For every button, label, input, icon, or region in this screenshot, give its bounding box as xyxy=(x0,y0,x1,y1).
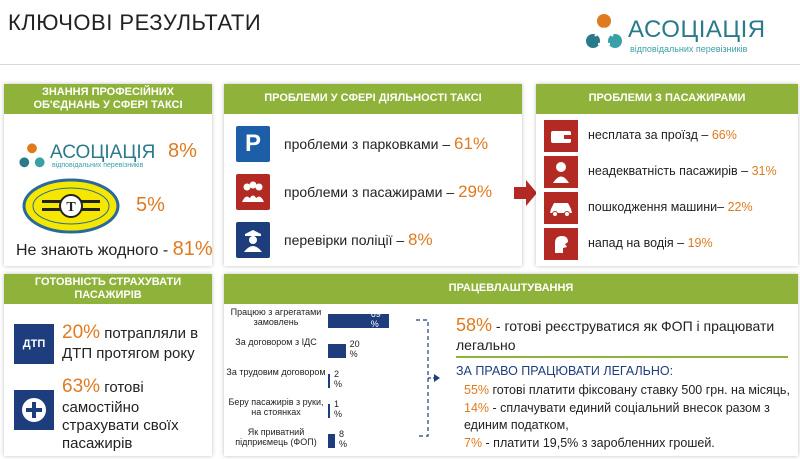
logo-name: АСОЦІАЦІЯ xyxy=(628,16,766,43)
assault-icon xyxy=(544,228,578,260)
plus-icon xyxy=(14,390,54,430)
passenger-problem-item: несплата за проїзд – 66% xyxy=(544,120,796,152)
problem-text: проблеми з парковками – 61% xyxy=(284,134,489,153)
taxi-union-logo-icon: T xyxy=(22,178,120,234)
insurance-line-1: 20% потрапляли в ДТП протягом року xyxy=(62,322,199,362)
passenger-problem-text: несплата за проїзд – 66% xyxy=(588,128,737,142)
insurance-line-2: 63% готові самостійно страхувати своїх п… xyxy=(62,376,179,452)
problem-text: перевірки поліції – 8% xyxy=(284,230,433,249)
bar xyxy=(328,404,330,418)
association-logo-mark-icon xyxy=(586,14,622,48)
parking-icon: P xyxy=(236,126,270,162)
panel-employment: ПРАЦЕВЛАШТУВАННЯ Працюю з агрегатами зам… xyxy=(224,274,798,456)
bar-category-label: За договором з ІДС xyxy=(235,337,317,347)
taxi-pct: 5% xyxy=(136,194,165,216)
bar xyxy=(328,374,330,388)
bar-category-label: За трудовим договором xyxy=(226,367,326,377)
svg-text:T: T xyxy=(66,200,76,215)
passenger-problem-item: пошкодження машини– 22% xyxy=(544,192,796,224)
list-item: 14% - сплачувати единий соціальний внесо… xyxy=(464,400,770,432)
bar-value-label: 8% xyxy=(339,429,348,449)
people-icon xyxy=(236,174,270,210)
bar-value-label: 1% xyxy=(334,399,343,419)
header-divider xyxy=(0,64,800,65)
panel-taxi-problems-header: ПРОБЛЕМИ У СФЕРІ ДІЯЛЬНОСТІ ТАКСІ xyxy=(224,84,522,114)
panel-knowledge: ЗНАННЯ ПРОФЕСІЙНИХ ОБ'ЄДНАНЬ У СФЕРІ ТАК… xyxy=(4,84,213,266)
panel-passenger-problems: ПРОБЛЕМИ З ПАСАЖИРАМИ несплата за проїзд… xyxy=(536,84,798,266)
panel-knowledge-header: ЗНАННЯ ПРОФЕСІЙНИХ ОБ'ЄДНАНЬ У СФЕРІ ТАК… xyxy=(4,84,212,114)
employment-head-text: - готові реєструватися як ФОП і працюват… xyxy=(456,318,775,353)
employment-head-pct: 58% xyxy=(456,315,493,335)
arrow-right-icon xyxy=(514,180,537,206)
employment-bar-chart: Працюю з агрегатами замовлень 69% За догов… xyxy=(224,304,434,454)
employment-subtitle: ЗА ПРАВО ПРАЦЮВАТИ ЛЕГАЛЬНО: xyxy=(456,364,674,378)
bar xyxy=(328,344,346,358)
list-item: 7% - платити 19,5% з заробленних грошей. xyxy=(464,435,715,450)
problem-item: перевірки поліції – 8% xyxy=(236,222,516,258)
association-logo: АСОЦІАЦІЯ відповідальних перевізників xyxy=(584,12,784,60)
assoc-mini-subtitle: відповідальних перевізників xyxy=(52,162,144,169)
bar xyxy=(328,434,336,448)
association-logo-mark-icon xyxy=(19,143,45,168)
panel-taxi-problems: ПРОБЛЕМИ У СФЕРІ ДІЯЛЬНОСТІ ТАКСІ P проб… xyxy=(224,84,522,266)
bar xyxy=(328,314,389,328)
none-pct: 81% xyxy=(172,238,213,260)
employment-headline: 58% - готові реєструватися як ФОП і прац… xyxy=(456,314,792,354)
bar-category-label: Як приватний підприємець (ФОП) xyxy=(235,427,317,447)
none-text: Не знають жодного - xyxy=(16,242,173,259)
assoc-mini-logo: АСОЦІАЦІЯ відповідальних перевізників xyxy=(18,140,158,170)
passenger-problem-text: напад на водія – 19% xyxy=(588,236,713,250)
person-icon xyxy=(544,156,578,188)
bar-value-label: 69% xyxy=(370,309,381,329)
bar-category-label: Беру пасажирів з руки, на стоянках xyxy=(228,397,324,417)
wallet-icon xyxy=(544,120,578,152)
panel-employment-header: ПРАЦЕВЛАШТУВАННЯ xyxy=(224,274,798,304)
employment-list: 55% готові платити фіксовану ставку 500 … xyxy=(464,382,794,453)
panel-passenger-problems-header: ПРОБЛЕМИ З ПАСАЖИРАМИ xyxy=(536,84,798,114)
assoc-mini-name: АСОЦІАЦІЯ xyxy=(50,142,156,163)
bracket-arrow-icon xyxy=(416,319,440,437)
bar-value-label: 20% xyxy=(349,339,360,359)
bar-value-label: 2% xyxy=(334,369,343,389)
police-icon xyxy=(236,222,270,258)
logo-subtitle: відповідальних перевізників xyxy=(630,44,748,54)
none-line: Не знають жодного - 81% xyxy=(16,238,213,261)
list-item: 55% готові платити фіксовану ставку 500 … xyxy=(464,383,790,397)
bar-category-label: Працюю з агрегатами замовлень xyxy=(230,307,322,327)
passenger-problem-item: неадекватність пасажирів – 31% xyxy=(544,156,796,188)
problem-text: проблеми з пасажирами – 29% xyxy=(284,182,493,201)
passenger-problem-item: напад на водія – 19% xyxy=(544,228,796,260)
employment-divider xyxy=(456,356,788,358)
panel-insurance: ГОТОВНІСТЬ СТРАХУВАТИ ПАСАЖИРІВ ДТП 20% … xyxy=(4,274,212,456)
problem-item: P проблеми з парковками – 61% xyxy=(236,126,516,162)
panel-insurance-header: ГОТОВНІСТЬ СТРАХУВАТИ ПАСАЖИРІВ xyxy=(4,274,212,304)
car-icon xyxy=(544,192,578,224)
dtp-icon: ДТП xyxy=(14,324,54,364)
passenger-problem-text: пошкодження машини– 22% xyxy=(588,200,753,214)
passenger-problem-text: неадекватність пасажирів – 31% xyxy=(588,164,777,178)
assoc-pct: 8% xyxy=(168,140,197,162)
page-title: КЛЮЧОВІ РЕЗУЛЬТАТИ xyxy=(8,10,262,35)
problem-item: проблеми з пасажирами – 29% xyxy=(236,174,516,210)
